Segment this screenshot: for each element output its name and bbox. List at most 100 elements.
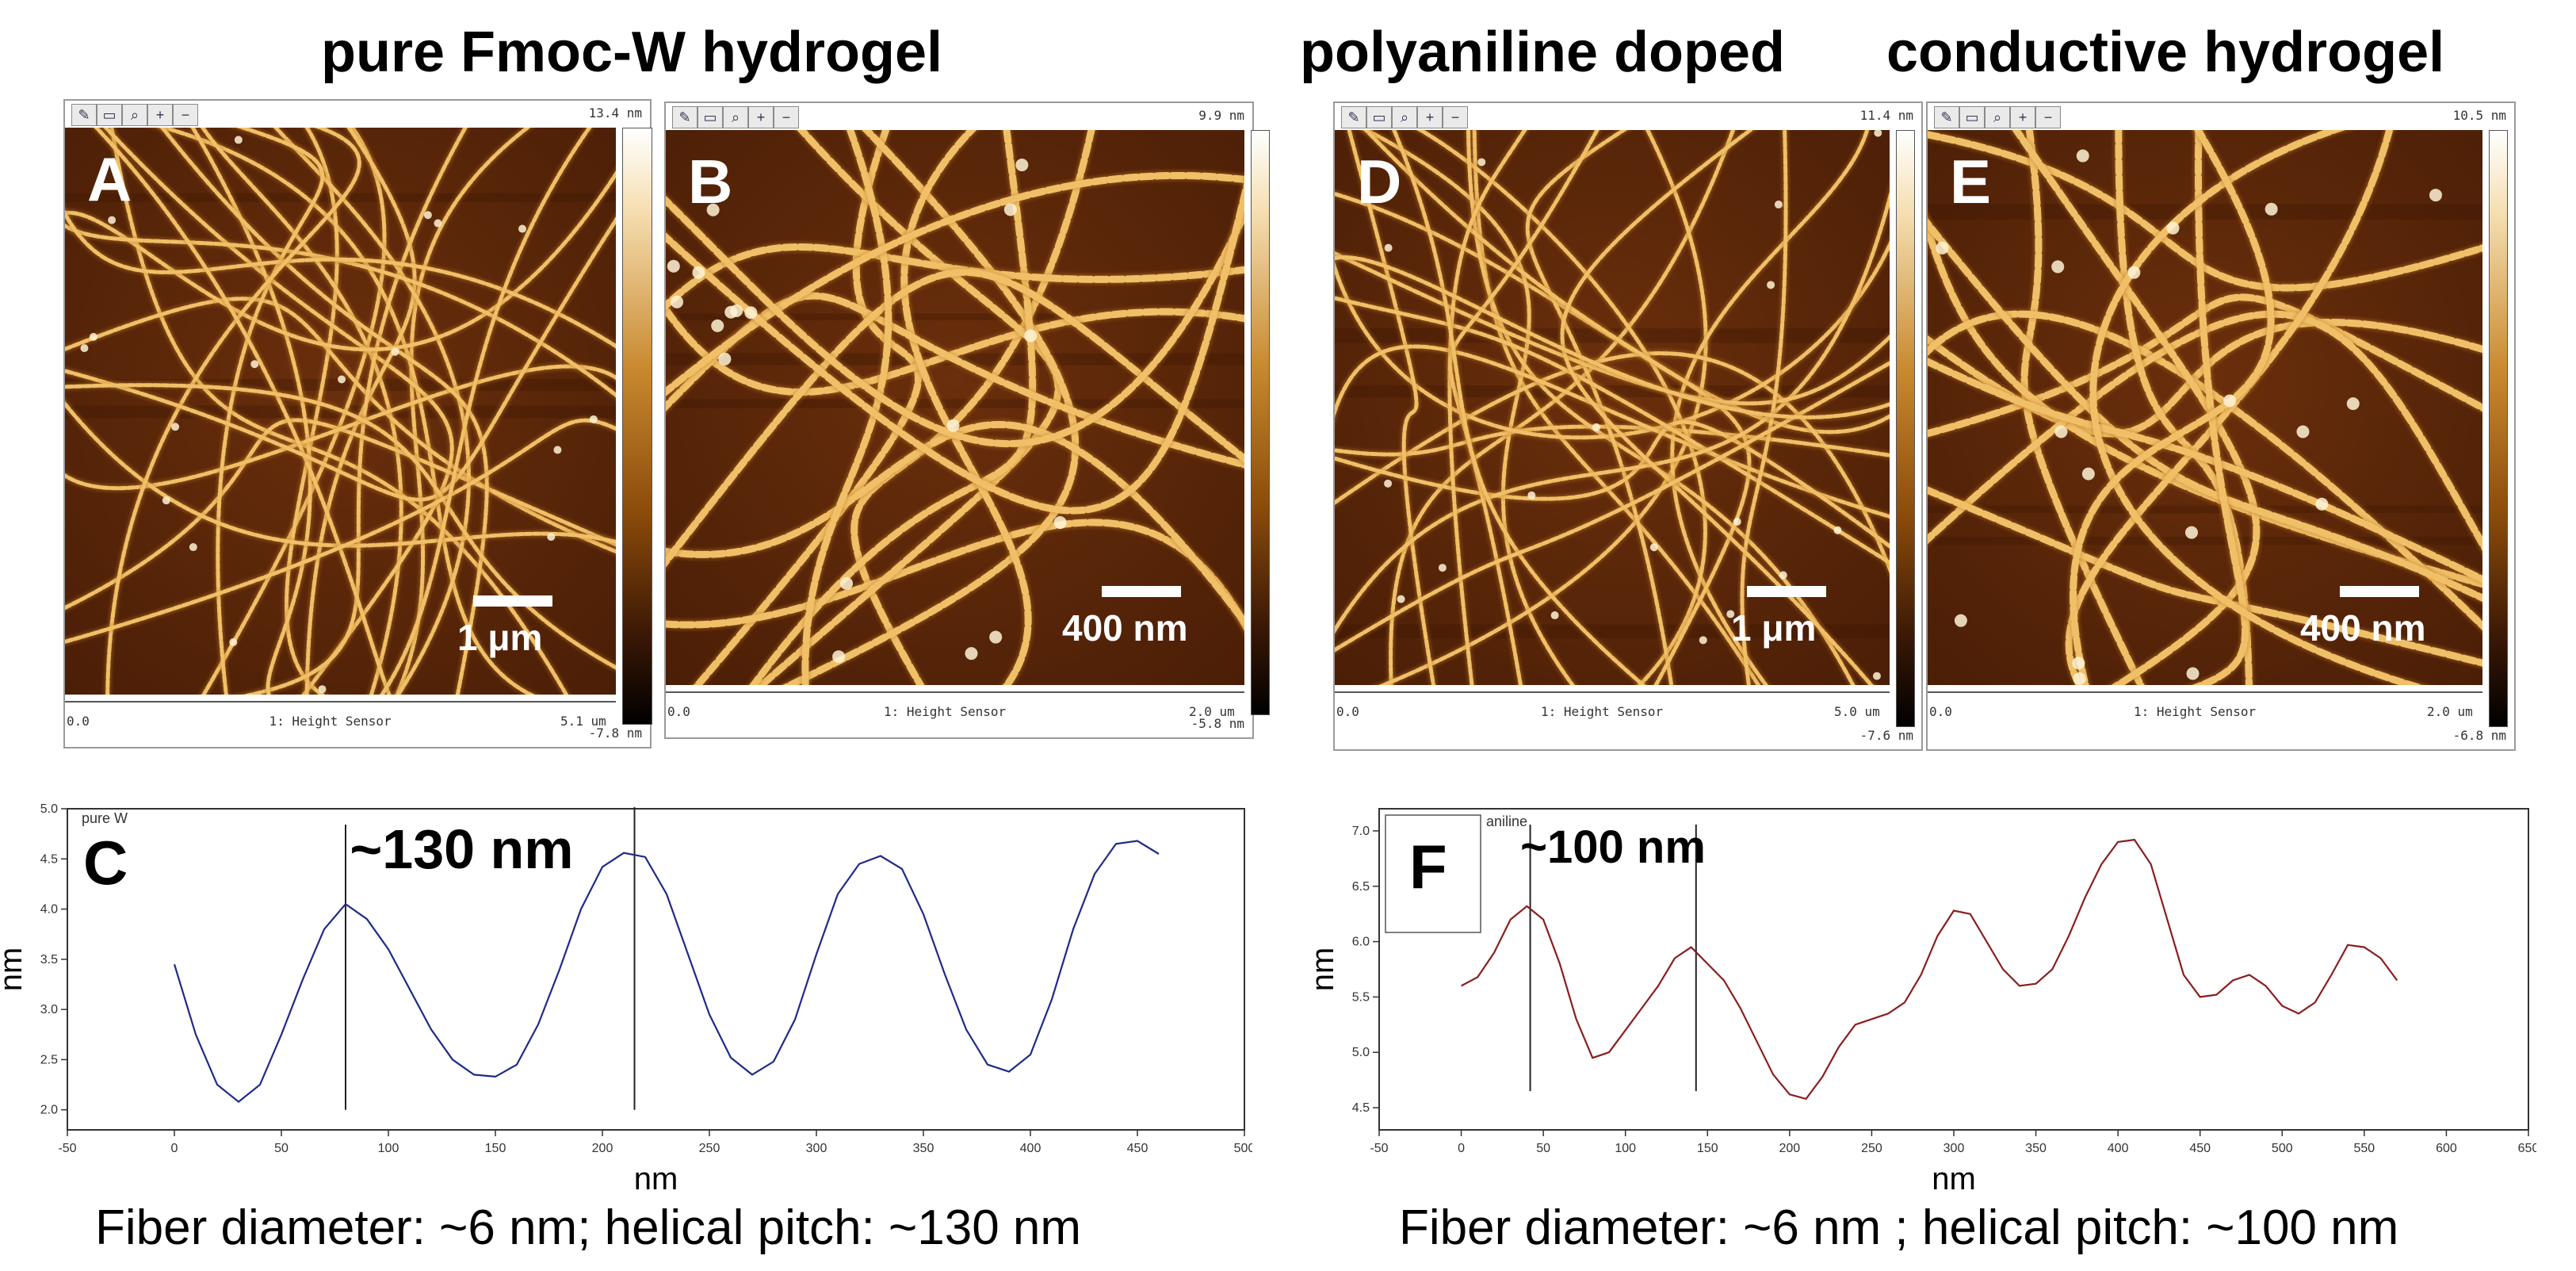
scale-bar xyxy=(473,595,552,607)
x-tick-label: 400 xyxy=(2108,1142,2129,1155)
axis-start-label: 0.0 xyxy=(1336,704,1359,719)
x-tick-label: 350 xyxy=(2025,1142,2047,1155)
note-icon[interactable]: ▭ xyxy=(1959,106,1985,128)
period-annotation: ~100 nm xyxy=(1520,821,1706,873)
height-colorbar xyxy=(1251,130,1270,715)
zoom-out-icon[interactable]: − xyxy=(1443,106,1468,128)
afm-panel-b: ✎ ▭ ⌕ + − 9.9 nm -5.8 nm 0.0 1: Height Sensor 2.0… xyxy=(664,101,1270,739)
afm-panel-e: ✎ ▭ ⌕ + −10.5 nm -6.8 nm 0.0 1: Height Sensor 2.… xyxy=(1926,101,2516,751)
zoom-out-icon[interactable]: − xyxy=(2035,106,2061,128)
x-axis-label: nm xyxy=(634,1162,678,1196)
scale-bar xyxy=(1102,586,1181,597)
x-tick-label: 200 xyxy=(1779,1142,1801,1155)
left-caption: Fiber diameter: ~6 nm; helical pitch: ~1… xyxy=(95,1200,1082,1255)
axis-end-label: 2.0 um xyxy=(2427,704,2473,719)
y-tick-label: 5.0 xyxy=(1352,1046,1370,1059)
x-tick-label: 50 xyxy=(1536,1142,1550,1155)
x-tick-label: 450 xyxy=(1127,1142,1148,1155)
afm-x-axis xyxy=(1928,691,2482,704)
afm-x-axis xyxy=(65,701,616,714)
zoom-icon[interactable]: ⌕ xyxy=(723,106,748,128)
y-tick-label: 3.5 xyxy=(40,953,58,967)
x-tick-label: 150 xyxy=(1697,1142,1718,1155)
x-axis-label: nm xyxy=(1932,1162,1976,1196)
afm-height-image xyxy=(65,128,616,695)
y-tick-label: 5.5 xyxy=(1352,990,1370,1004)
axis-start-label: 0.0 xyxy=(1929,704,1952,719)
zoom-icon[interactable]: ⌕ xyxy=(1985,106,2010,128)
axis-start-label: 0.0 xyxy=(667,704,690,719)
y-tick-label: 6.0 xyxy=(1352,936,1370,949)
zoom-out-icon[interactable]: − xyxy=(774,106,799,128)
x-tick-label: 200 xyxy=(592,1142,613,1155)
afm-toolbar: ✎ ▭ ⌕ + − xyxy=(65,101,650,128)
afm-height-image xyxy=(666,130,1244,685)
pencil-icon[interactable]: ✎ xyxy=(1934,106,1959,128)
note-icon[interactable]: ▭ xyxy=(698,106,723,128)
x-tick-label: 250 xyxy=(699,1142,720,1155)
scale-bar-label: 400 nm xyxy=(1062,607,1188,649)
note-icon[interactable]: ▭ xyxy=(1366,106,1392,128)
zoom-in-icon[interactable]: + xyxy=(147,104,173,126)
axis-end-label: 5.1 um xyxy=(560,714,606,729)
x-tick-label: 100 xyxy=(378,1142,399,1155)
zoom-in-icon[interactable]: + xyxy=(2010,106,2035,128)
afm-toolbar: ✎ ▭ ⌕ + − xyxy=(1928,103,2514,130)
y-axis-label: nm xyxy=(0,948,29,992)
height-colorbar xyxy=(2489,130,2508,727)
axis-end-label: 2.0 um xyxy=(1189,704,1235,719)
right-heading-polyaniline: polyaniline doped xyxy=(1300,21,1786,84)
right-caption: Fiber diameter: ~6 nm ; helical pitch: ~… xyxy=(1399,1200,2399,1255)
zoom-icon[interactable]: ⌕ xyxy=(122,104,147,126)
x-tick-label: 350 xyxy=(913,1142,934,1155)
panel-letter-d: D xyxy=(1357,147,1402,216)
period-annotation: ~130 nm xyxy=(350,818,573,880)
zoom-in-icon[interactable]: + xyxy=(1417,106,1443,128)
right-heading-conductive: conductive hydrogel xyxy=(1886,21,2445,84)
y-tick-label: 4.5 xyxy=(40,852,58,866)
afm-height-image xyxy=(1928,130,2482,685)
scale-bar xyxy=(1747,586,1826,597)
zoom-icon[interactable]: ⌕ xyxy=(1392,106,1417,128)
zoom-in-icon[interactable]: + xyxy=(748,106,774,128)
colorbar-max-label: 9.9 nm xyxy=(1198,108,1244,123)
profile-series-line xyxy=(1461,838,2398,1101)
colorbar-max-label: 13.4 nm xyxy=(588,105,642,121)
pencil-icon[interactable]: ✎ xyxy=(71,104,97,126)
y-tick-label: 5.0 xyxy=(40,802,58,816)
afm-panel-a: ✎ ▭ ⌕ + −13.4 nm -7.8 nm 0.0 1: Height Sensor 5.… xyxy=(63,99,652,748)
scale-bar-label: 400 nm xyxy=(2300,607,2426,649)
pencil-icon[interactable]: ✎ xyxy=(1341,106,1366,128)
panel-letter-f: F xyxy=(1409,832,1447,902)
channel-label: 1: Height Sensor xyxy=(2134,704,2257,719)
x-tick-label: -50 xyxy=(1370,1142,1388,1155)
x-tick-label: 550 xyxy=(2354,1142,2375,1155)
legend-box xyxy=(1385,814,1481,933)
legend-text: pure W xyxy=(82,810,128,826)
zoom-out-icon[interactable]: − xyxy=(173,104,198,126)
pencil-icon[interactable]: ✎ xyxy=(672,106,698,128)
colorbar-min-label: -5.8 nm xyxy=(1191,716,1244,731)
x-tick-label: 250 xyxy=(1861,1142,1882,1155)
legend-text: aniline xyxy=(1486,814,1527,829)
height-colorbar xyxy=(1896,130,1915,727)
y-tick-label: 2.5 xyxy=(40,1053,58,1066)
x-tick-label: 500 xyxy=(2272,1142,2293,1155)
afm-x-axis xyxy=(1335,691,1890,704)
scale-bar-label: 1 μm xyxy=(457,617,543,658)
afm-x-axis xyxy=(666,691,1244,704)
note-icon[interactable]: ▭ xyxy=(97,104,122,126)
channel-label: 1: Height Sensor xyxy=(884,704,1007,719)
y-tick-label: 3.0 xyxy=(40,1003,58,1016)
left-heading: pure Fmoc-W hydrogel xyxy=(321,21,943,84)
y-tick-label: 4.0 xyxy=(40,903,58,917)
afm-toolbar: ✎ ▭ ⌕ + − xyxy=(1335,103,1921,130)
x-tick-label: 150 xyxy=(485,1142,506,1155)
colorbar-max-label: 10.5 nm xyxy=(2452,108,2506,123)
colorbar-max-label: 11.4 nm xyxy=(1859,108,1913,123)
panel-letter-e: E xyxy=(1950,147,1992,216)
y-tick-label: 6.5 xyxy=(1352,880,1370,894)
axis-start-label: 0.0 xyxy=(67,714,90,729)
x-tick-label: 0 xyxy=(171,1142,178,1155)
colorbar-min-label: -6.8 nm xyxy=(2452,728,2506,743)
